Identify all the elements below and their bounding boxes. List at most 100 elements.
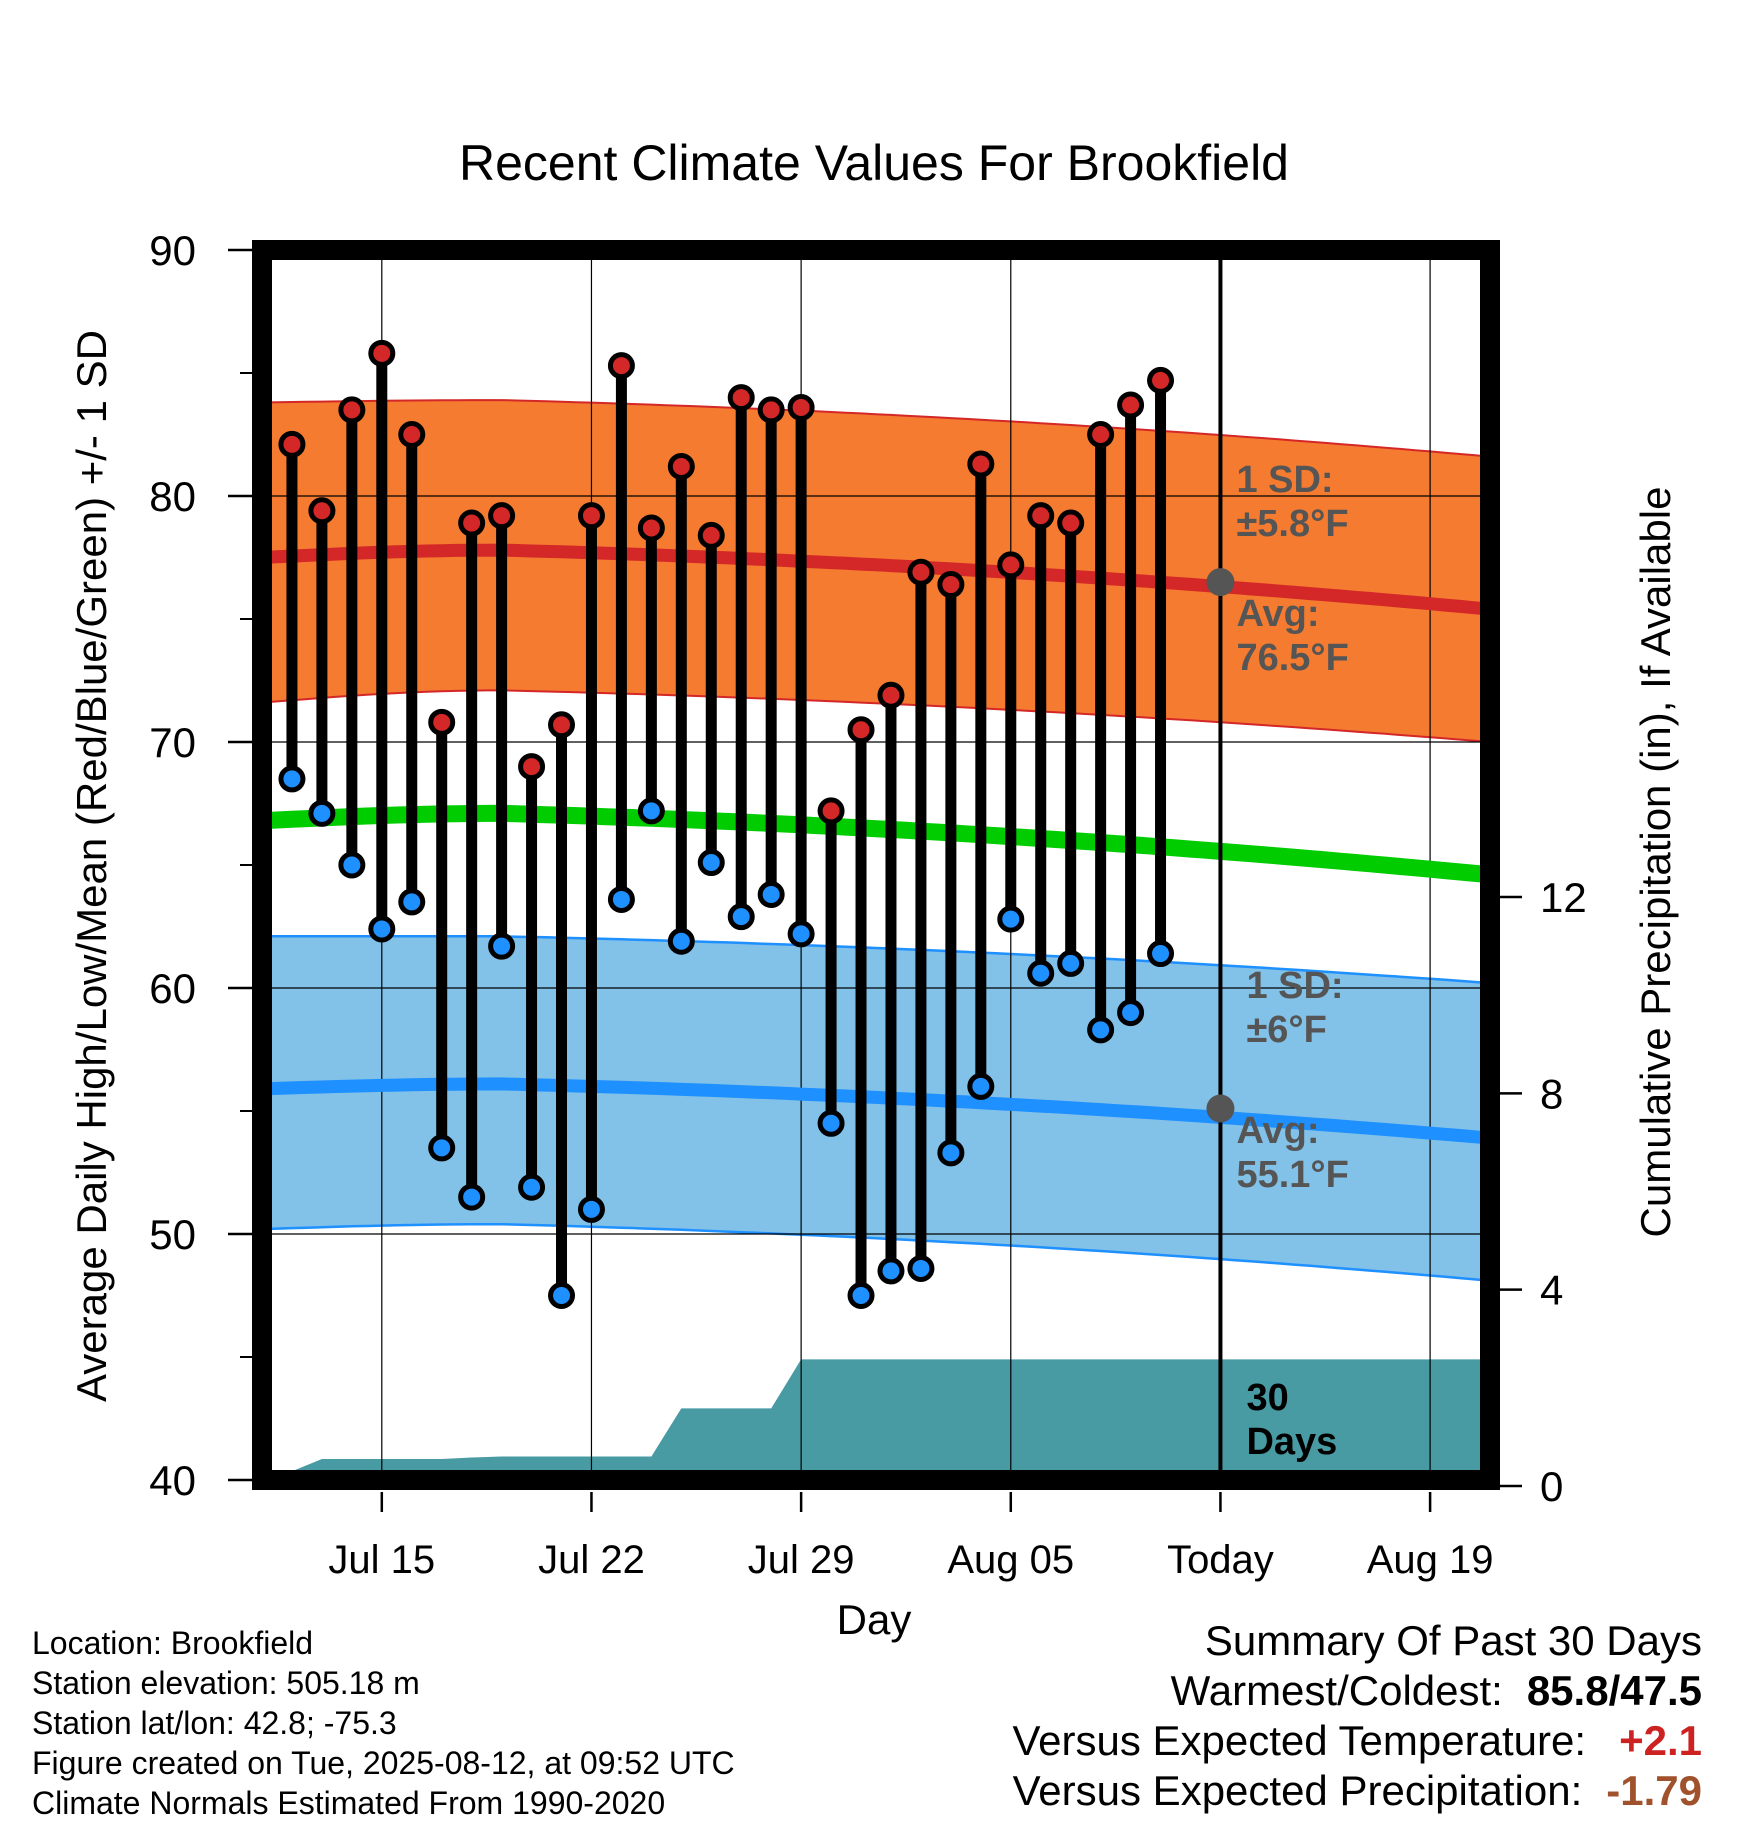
daily-high-point-29 bbox=[1147, 366, 1175, 394]
warm-cold-label: Warmest/Coldest: bbox=[1170, 1667, 1503, 1714]
temp-label: Versus Expected Temperature: bbox=[1012, 1717, 1586, 1764]
low-avg-annotation: Avg: 55.1°F bbox=[1236, 1110, 1348, 1196]
daily-high-point-25 bbox=[1027, 502, 1055, 530]
y2-axis-label: Cumulative Precipitation (in), If Availa… bbox=[1632, 487, 1679, 1238]
daily-high-point-7 bbox=[488, 502, 516, 530]
daily-low-point-9 bbox=[548, 1282, 576, 1309]
daily-high-point-2 bbox=[338, 396, 366, 424]
daily-high-point-17 bbox=[787, 393, 815, 421]
high-sd-annotation: 1 SD: ±5.8°F bbox=[1236, 459, 1348, 545]
daily-high-point-5 bbox=[428, 708, 456, 736]
x-axis-label: Day bbox=[837, 1596, 912, 1643]
precip-value: -1.79 bbox=[1606, 1767, 1702, 1814]
temp-value: +2.1 bbox=[1619, 1717, 1702, 1764]
daily-high-point-12 bbox=[637, 514, 665, 542]
daily-low-point-27 bbox=[1087, 1016, 1115, 1044]
station-info: Location: Brookfield Station elevation: … bbox=[32, 1623, 735, 1823]
daily-high-point-27 bbox=[1087, 421, 1115, 448]
warm-cold-row: Warmest/Coldest: 85.8/47.5 bbox=[1012, 1666, 1702, 1716]
normals-text: Climate Normals Estimated From 1990-2020 bbox=[32, 1785, 666, 1821]
low-sd-lower-edge bbox=[261, 1222, 1491, 1282]
cumulative-precip-area bbox=[262, 1359, 1490, 1486]
daily-low-point-16 bbox=[757, 881, 785, 909]
daily-high-point-19 bbox=[847, 716, 875, 744]
summary-title: Summary Of Past 30 Days bbox=[1204, 1617, 1702, 1664]
daily-low-point-29 bbox=[1147, 940, 1175, 968]
daily-low-point-1 bbox=[308, 799, 336, 827]
daily-low-point-5 bbox=[428, 1134, 456, 1162]
y-tick-label-3: 70 bbox=[149, 719, 196, 766]
x-tick-label-2: Jul 29 bbox=[748, 1538, 855, 1582]
daily-high-point-23 bbox=[967, 450, 995, 478]
daily-high-point-18 bbox=[817, 797, 845, 825]
daily-high-point-28 bbox=[1117, 391, 1145, 419]
daily-low-point-14 bbox=[697, 849, 725, 877]
daily-low-point-7 bbox=[488, 932, 516, 960]
daily-low-point-23 bbox=[967, 1072, 995, 1100]
daily-low-point-10 bbox=[577, 1195, 605, 1223]
created-text: Figure created on Tue, 2025-08-12, at 09… bbox=[32, 1745, 735, 1781]
today-low-avg-marker bbox=[1206, 1094, 1235, 1123]
x-tick-label-3: Aug 05 bbox=[947, 1538, 1074, 1582]
daily-high-point-8 bbox=[518, 753, 546, 781]
low-sd-annotation: 1 SD: ±6°F bbox=[1246, 965, 1343, 1051]
x-tick-label-4: Today bbox=[1167, 1538, 1274, 1582]
daily-high-point-14 bbox=[697, 521, 725, 549]
y-tick-label-5: 90 bbox=[149, 227, 196, 274]
daily-high-point-10 bbox=[577, 502, 605, 530]
x-tick-label-0: Jul 15 bbox=[328, 1538, 435, 1582]
daily-low-point-11 bbox=[607, 885, 635, 913]
daily-high-point-9 bbox=[548, 711, 576, 739]
daily-high-point-16 bbox=[757, 396, 785, 424]
daily-low-point-25 bbox=[1027, 959, 1055, 987]
y-tick-label-1: 50 bbox=[149, 1211, 196, 1258]
daily-low-point-8 bbox=[518, 1173, 546, 1201]
daily-high-point-4 bbox=[398, 421, 426, 448]
daily-low-point-20 bbox=[877, 1257, 905, 1285]
daily-high-point-11 bbox=[607, 352, 635, 380]
x-tick-label-1: Jul 22 bbox=[538, 1538, 645, 1582]
precip-label: Versus Expected Precipitation: bbox=[1012, 1767, 1583, 1814]
x-tick-label-5: Aug 19 bbox=[1367, 1538, 1494, 1582]
latlon-text: Station lat/lon: 42.8; -75.3 bbox=[32, 1705, 397, 1741]
daily-high-point-22 bbox=[937, 571, 965, 599]
elevation-text: Station elevation: 505.18 m bbox=[32, 1665, 420, 1701]
y-tick-label-0: 40 bbox=[149, 1457, 196, 1504]
today-high-avg-marker bbox=[1206, 568, 1235, 597]
y2-tick-label-2: 8 bbox=[1540, 1070, 1563, 1117]
daily-low-point-21 bbox=[907, 1254, 935, 1282]
y2-tick-label-0: 0 bbox=[1540, 1463, 1563, 1510]
daily-high-point-3 bbox=[368, 339, 396, 367]
daily-low-point-13 bbox=[667, 927, 695, 955]
daily-low-point-15 bbox=[727, 903, 755, 931]
daily-high-point-1 bbox=[308, 497, 336, 525]
location-text: Location: Brookfield bbox=[32, 1625, 314, 1661]
daily-high-point-13 bbox=[667, 452, 695, 480]
daily-high-point-20 bbox=[877, 681, 905, 709]
daily-high-point-24 bbox=[997, 551, 1025, 579]
daily-low-point-24 bbox=[997, 905, 1025, 933]
daily-high-point-0 bbox=[278, 430, 306, 458]
summary-panel: Summary Of Past 30 Days Warmest/Coldest:… bbox=[1012, 1616, 1702, 1816]
daily-low-point-28 bbox=[1117, 999, 1145, 1027]
high-avg-annotation: Avg: 76.5°F bbox=[1236, 593, 1348, 679]
days-annotation: 30 Days bbox=[1246, 1377, 1337, 1463]
high-sd-upper-edge bbox=[261, 399, 1491, 458]
daily-low-point-0 bbox=[278, 765, 306, 793]
precip-row: Versus Expected Precipitation: -1.79 bbox=[1012, 1766, 1702, 1816]
daily-high-point-21 bbox=[907, 558, 935, 586]
plot-frame bbox=[252, 240, 1500, 1490]
daily-low-point-2 bbox=[338, 851, 366, 879]
daily-low-point-12 bbox=[637, 797, 665, 825]
daily-low-point-4 bbox=[398, 888, 426, 916]
y2-tick-label-3: 12 bbox=[1540, 874, 1587, 921]
daily-low-point-26 bbox=[1057, 949, 1085, 977]
chart-title: Recent Climate Values For Brookfield bbox=[459, 135, 1289, 191]
daily-low-point-18 bbox=[817, 1109, 845, 1137]
daily-low-point-3 bbox=[368, 915, 396, 943]
daily-low-point-19 bbox=[847, 1282, 875, 1309]
daily-high-point-15 bbox=[727, 384, 755, 412]
y-tick-label-2: 60 bbox=[149, 965, 196, 1012]
temp-row: Versus Expected Temperature: +2.1 bbox=[1012, 1716, 1702, 1766]
